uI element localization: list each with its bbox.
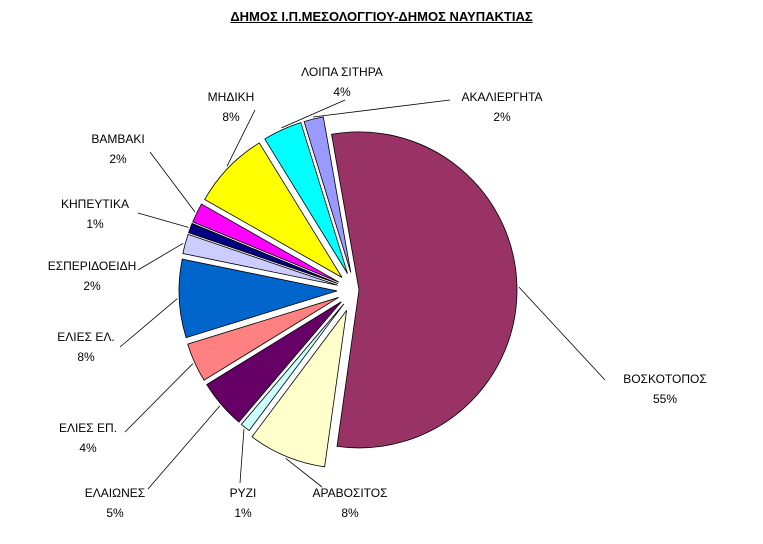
slice-percent-label: 1%: [86, 217, 104, 231]
pie-slice: [206, 301, 342, 423]
slice-label: ΡΥΖΙ: [230, 486, 257, 500]
slice-label: ΜΗΔΙΚΗ: [208, 90, 255, 104]
leader-line: [281, 99, 346, 129]
slice-label: ΑΡΑΒΟΣΙΤΟΣ: [312, 486, 387, 500]
slice-label: ΕΣΠΕΡΙΔΟΕΙΔΗ: [48, 259, 137, 273]
slice-percent-label: 5%: [106, 506, 124, 520]
slice-percent-label: 2%: [493, 110, 511, 124]
leader-line: [518, 286, 606, 381]
leader-line: [119, 298, 178, 348]
slice-label: ΒΟΣΚΟΤΟΠΟΣ: [623, 372, 707, 386]
slice-label: ΕΛΑΙΩΝΕΣ: [85, 486, 145, 500]
slice-percent-label: 8%: [77, 350, 95, 364]
leader-line: [137, 212, 189, 228]
leader-line: [137, 242, 184, 271]
pie-slice: [188, 222, 339, 285]
slice-percent-label: 1%: [234, 506, 252, 520]
slice-label: ΕΛΙΕΣ ΕΠ.: [59, 421, 117, 435]
slice-label: ΛΟΙΠΑ ΣΙΤΗΡΑ: [301, 65, 383, 79]
slice-label: ΕΛΙΕΣ ΕΛ.: [57, 330, 114, 344]
slice-label: ΑΚΑΛΙΕΡΓΗΤΑ: [461, 90, 542, 104]
slice-percent-label: 8%: [222, 110, 240, 124]
slice-percent-label: 2%: [109, 152, 127, 166]
slice-percent-label: 4%: [333, 85, 351, 99]
chart-title: ΔΗΜΟΣ Ι.Π.ΜΕΣΟΛΟΓΓΙΟΥ-ΔΗΜΟΣ ΝΑΥΠΑΚΤΙΑΣ: [230, 9, 533, 24]
leader-line: [285, 457, 323, 488]
pie-slice: [331, 131, 518, 449]
leader-line: [239, 429, 245, 484]
leader-line: [149, 151, 196, 213]
leader-line: [313, 99, 451, 118]
leader-line: [124, 363, 194, 433]
slice-percent-label: 4%: [79, 441, 97, 455]
pie-slice: [187, 297, 339, 381]
slice-percent-label: 2%: [83, 279, 101, 293]
pie-slice: [264, 122, 348, 274]
slice-percent-label: 8%: [341, 506, 359, 520]
pie-slice: [251, 310, 348, 468]
pie-slice: [240, 303, 345, 432]
pie-slice: [303, 116, 352, 273]
leader-line: [226, 109, 256, 167]
pie-slice: [204, 142, 343, 278]
pie-slice: [182, 233, 338, 286]
slice-percent-label: 55%: [653, 392, 677, 406]
pie-slice: [178, 258, 338, 339]
pie-slice: [192, 203, 340, 283]
slice-label: ΚΗΠΕΥΤΙΚΑ: [61, 197, 129, 211]
slice-label: ΒΑΜΒΑΚΙ: [91, 132, 144, 146]
leader-line: [147, 405, 221, 490]
